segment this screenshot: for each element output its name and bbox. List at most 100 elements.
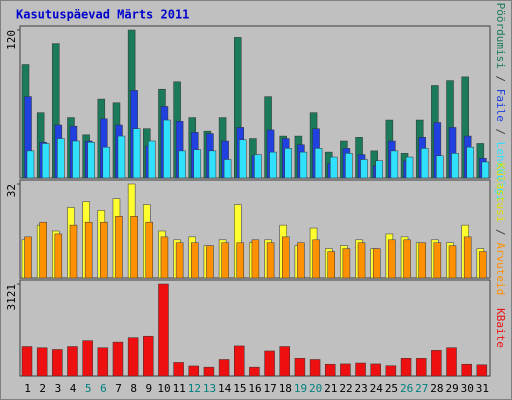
x-tick-label: 11 bbox=[173, 382, 186, 395]
bar bbox=[112, 341, 124, 377]
legend-separator: / bbox=[494, 122, 507, 142]
bar bbox=[206, 245, 214, 279]
y-tick-label: 3121 bbox=[5, 284, 18, 311]
bar bbox=[479, 251, 487, 279]
bar bbox=[193, 149, 202, 179]
bar bbox=[476, 364, 488, 377]
bar bbox=[481, 161, 490, 179]
bar bbox=[117, 135, 126, 179]
bar bbox=[249, 366, 260, 377]
legend: Külastusi / Arvuteid bbox=[494, 163, 507, 295]
x-tick-label: 31 bbox=[476, 382, 489, 395]
bar bbox=[355, 362, 366, 377]
x-tick-label: 8 bbox=[130, 382, 137, 395]
bar bbox=[69, 224, 78, 279]
x-tick-label: 18 bbox=[279, 382, 292, 395]
x-tick-label: 9 bbox=[146, 382, 153, 395]
bar bbox=[24, 236, 32, 279]
bar bbox=[82, 340, 93, 377]
x-tick-label: 17 bbox=[264, 382, 277, 395]
x-tick-label: 4 bbox=[70, 382, 77, 395]
bar bbox=[329, 156, 338, 179]
bar bbox=[436, 155, 444, 179]
bar bbox=[188, 365, 200, 377]
bar bbox=[254, 154, 262, 179]
bar bbox=[264, 350, 275, 377]
bar bbox=[251, 239, 260, 279]
x-tick-label: 27 bbox=[415, 382, 428, 395]
bar bbox=[163, 119, 171, 179]
bar bbox=[309, 359, 321, 377]
legend-separator: / bbox=[494, 222, 507, 242]
bar bbox=[372, 248, 381, 279]
legend: KBaite bbox=[494, 308, 507, 348]
bar bbox=[143, 335, 154, 377]
x-tick-label: 7 bbox=[115, 382, 122, 395]
bar bbox=[57, 138, 65, 179]
bar bbox=[342, 248, 351, 279]
y-tick-label: 32 bbox=[5, 184, 18, 197]
bar bbox=[390, 150, 399, 179]
bar bbox=[370, 363, 381, 377]
bar bbox=[385, 365, 397, 377]
bar bbox=[97, 347, 109, 377]
bar bbox=[132, 128, 141, 179]
bar bbox=[130, 216, 138, 279]
bar bbox=[415, 358, 427, 377]
x-tick-label: 3 bbox=[55, 382, 62, 395]
bar bbox=[21, 346, 33, 377]
x-tick-label: 30 bbox=[461, 382, 474, 395]
legend-entry: Arvuteid bbox=[494, 242, 507, 295]
bar bbox=[148, 140, 156, 179]
bar bbox=[26, 150, 35, 179]
bar bbox=[312, 239, 320, 279]
bar bbox=[357, 242, 366, 279]
bar bbox=[345, 153, 353, 179]
bar bbox=[327, 251, 335, 279]
bar bbox=[388, 239, 396, 279]
bar bbox=[418, 242, 426, 279]
bar bbox=[67, 346, 78, 377]
legend-entry: Lehekülgi bbox=[494, 142, 507, 202]
x-tick-label: 15 bbox=[233, 382, 246, 395]
legend-entry: Pöördumisi bbox=[494, 3, 507, 69]
legend: Pöördumisi / Faile / Lehekülgi bbox=[494, 3, 507, 202]
bar bbox=[284, 148, 292, 179]
x-tick-label: 14 bbox=[218, 382, 232, 395]
bar bbox=[446, 347, 457, 377]
x-tick-label: 12 bbox=[188, 382, 201, 395]
bar bbox=[431, 350, 442, 377]
bar bbox=[221, 242, 229, 279]
bar bbox=[420, 148, 429, 179]
bar bbox=[297, 242, 305, 279]
bar bbox=[160, 236, 169, 279]
x-tick-label: 19 bbox=[294, 382, 307, 395]
bar bbox=[281, 236, 290, 279]
bar bbox=[463, 236, 472, 279]
bar bbox=[223, 159, 232, 179]
bar bbox=[39, 221, 47, 279]
bar bbox=[100, 221, 108, 279]
x-tick-label: 26 bbox=[400, 382, 413, 395]
bar bbox=[433, 242, 442, 279]
x-tick-label: 2 bbox=[39, 382, 46, 395]
bar bbox=[145, 221, 154, 279]
bar bbox=[208, 150, 217, 179]
x-tick-label: 6 bbox=[100, 382, 107, 395]
bar bbox=[461, 363, 472, 377]
bar bbox=[466, 146, 474, 179]
bar bbox=[266, 242, 275, 279]
bar bbox=[403, 239, 411, 279]
bar bbox=[191, 242, 199, 279]
x-tick-label: 5 bbox=[85, 382, 92, 395]
x-tick-label: 10 bbox=[157, 382, 170, 395]
bar bbox=[102, 146, 111, 179]
bar bbox=[279, 346, 290, 377]
bar bbox=[451, 153, 459, 179]
bar bbox=[87, 141, 95, 179]
legend-entry: Külastusi bbox=[494, 163, 507, 223]
bar bbox=[175, 242, 184, 279]
legend-entry: Faile bbox=[494, 89, 507, 122]
bar bbox=[314, 148, 323, 179]
